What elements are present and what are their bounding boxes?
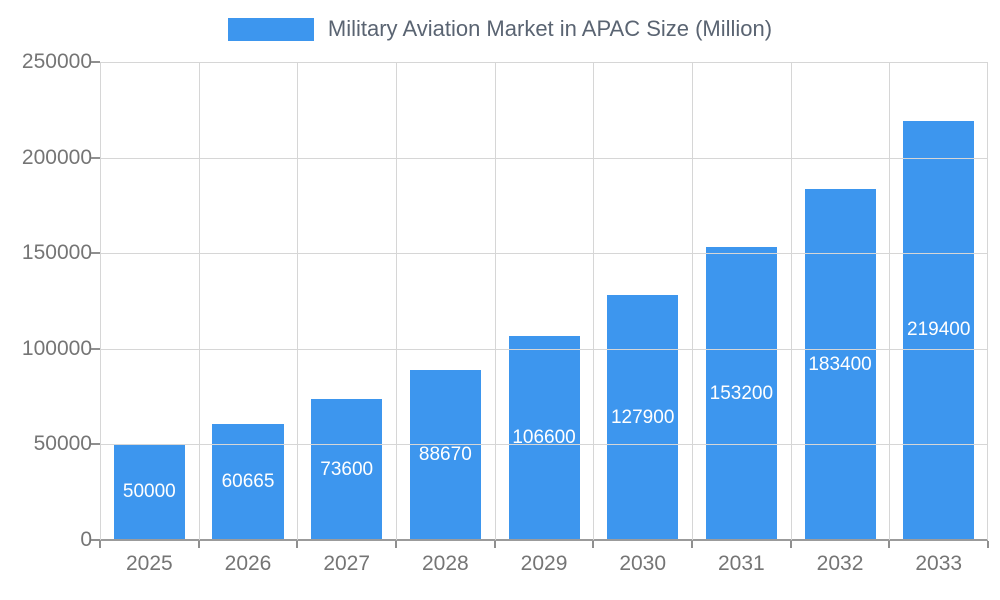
y-axis: 0 50000 100000 150000 200000 250000 xyxy=(0,50,92,551)
y-axis-line xyxy=(100,62,101,540)
bar-value-label: 127900 xyxy=(610,406,675,428)
x-tick-label: 2031 xyxy=(718,552,765,575)
x-tick-mark xyxy=(99,541,101,548)
y-tick-label: 250000 xyxy=(21,50,92,73)
y-tick-mark xyxy=(91,443,100,446)
bar-value-label: 219400 xyxy=(907,319,971,341)
bar-slot: 153200 xyxy=(692,62,791,540)
x-tick-mark xyxy=(987,541,989,548)
plot-area: 50000 60665 73600 88670 106600 127900 153200 18… xyxy=(91,61,989,548)
v-gridline xyxy=(691,62,693,540)
x-tick-label: 2026 xyxy=(224,552,272,575)
x-tick-mark xyxy=(690,541,693,548)
x-tick-label: 2028 xyxy=(421,552,469,575)
y-tick-mark xyxy=(91,539,100,541)
v-gridline xyxy=(297,62,299,540)
bars-container: 50000 60665 73600 88670 106600 127900 153200 18… xyxy=(100,62,988,540)
bar-slot: 127900 xyxy=(593,62,692,540)
v-gridline xyxy=(593,62,595,540)
y-tick-label: 50000 xyxy=(33,432,92,456)
y-tick-mark xyxy=(91,156,100,159)
bar-value-label: 73600 xyxy=(320,458,374,480)
bar-value-label: 88670 xyxy=(418,444,472,466)
x-tick-label: 2030 xyxy=(619,552,667,575)
bar-slot: 88670 xyxy=(396,62,495,540)
x-tick-mark xyxy=(296,541,299,548)
y-tick-label: 150000 xyxy=(21,241,92,265)
bar-value-label: 60665 xyxy=(221,471,275,492)
bar: 88670 xyxy=(409,370,481,540)
y-tick-mark xyxy=(91,252,100,255)
bar-value-label: 50000 xyxy=(122,481,176,503)
x-tick-mark xyxy=(493,541,496,548)
v-gridline xyxy=(494,62,496,540)
bar-slot: 183400 xyxy=(791,62,890,540)
bar: 183400 xyxy=(804,189,876,540)
h-gridline xyxy=(100,62,988,63)
y-tick-label: 0 xyxy=(80,528,92,551)
bar-slot: 73600 xyxy=(297,62,396,540)
v-gridline xyxy=(889,62,891,540)
legend-swatch[interactable] xyxy=(227,17,314,41)
bar: 127900 xyxy=(607,295,679,540)
x-tick-mark xyxy=(197,541,200,548)
y-tick-label: 200000 xyxy=(21,145,92,169)
x-tick-mark xyxy=(394,541,397,548)
x-tick-label: 2033 xyxy=(915,552,963,575)
h-gridline xyxy=(100,253,988,255)
bar: 50000 xyxy=(113,444,185,540)
x-tick-label: 2032 xyxy=(816,552,864,575)
v-gridline xyxy=(790,62,792,540)
bar-slot: 50000 xyxy=(100,62,199,540)
v-gridline xyxy=(987,62,988,540)
y-tick-mark xyxy=(91,61,100,63)
x-tick-label: 2025 xyxy=(125,552,173,575)
bar: 153200 xyxy=(705,247,777,540)
v-gridline xyxy=(395,62,397,540)
x-axis-line xyxy=(100,539,988,541)
v-gridline xyxy=(198,62,200,540)
bar-value-label: 106600 xyxy=(512,427,576,449)
x-tick-mark xyxy=(888,541,891,548)
x-tick-mark xyxy=(789,541,792,548)
bar: 106600 xyxy=(508,336,580,540)
bar-slot: 60665 xyxy=(199,62,298,540)
h-gridline xyxy=(100,157,988,159)
y-tick-label: 100000 xyxy=(21,336,92,360)
bar-slot: 106600 xyxy=(495,62,594,540)
bar: 219400 xyxy=(903,120,975,540)
y-tick-mark xyxy=(91,347,100,350)
x-tick-mark xyxy=(592,541,595,548)
bar-value-label: 153200 xyxy=(709,382,774,404)
x-tick-label: 2029 xyxy=(520,552,568,575)
h-gridline xyxy=(100,444,988,446)
h-gridline xyxy=(100,348,988,350)
x-axis: 2025 2026 2027 2028 2029 2030 2031 2032 2033 xyxy=(100,552,988,576)
chart-legend[interactable]: Military Aviation Market in APAC Size (M… xyxy=(0,16,1000,42)
bar: 73600 xyxy=(311,399,383,540)
bar-slot: 219400 xyxy=(889,62,988,540)
chart-title: Military Aviation Market in APAC Size (M… xyxy=(327,16,773,41)
x-tick-label: 2027 xyxy=(323,552,371,575)
bar-value-label: 183400 xyxy=(808,353,872,375)
bar: 60665 xyxy=(212,424,284,540)
